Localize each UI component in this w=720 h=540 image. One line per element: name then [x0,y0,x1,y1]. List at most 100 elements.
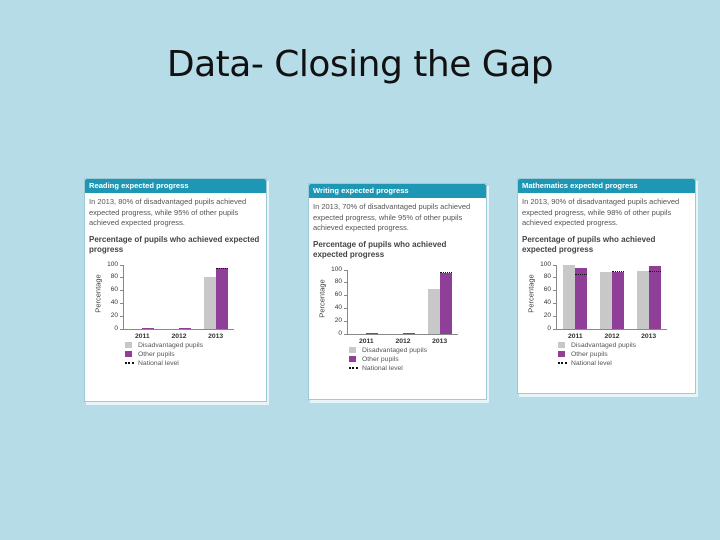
y-tickmark [553,264,557,266]
legend-item-other: Other pupils [125,350,266,359]
y-tickmark [344,333,348,335]
bar-disadvantaged [203,277,216,329]
panel-description: In 2013, 70% of disadvantaged pupils ach… [313,202,471,232]
x-tick-label: 2011 [567,332,583,340]
x-tick-label: 2013 [208,332,224,340]
legend-item-national: National level [558,359,695,368]
y-tickmark [120,315,124,317]
bar-disadvantaged [600,272,612,329]
y-tick-label: 40 [110,298,118,306]
y-tickmark [553,277,557,279]
legend-dotted-line [349,366,358,369]
legend-swatch [125,341,132,348]
y-tick-label: 80 [110,273,118,281]
bar-disadvantaged [427,288,440,334]
y-tick-label: 100 [331,265,342,273]
y-tick-label: 60 [110,286,118,294]
legend-dotted-line [558,361,567,364]
y-tick-label: 80 [543,273,551,281]
bar-other [648,265,661,329]
y-tick-label: 20 [334,316,342,324]
y-tick-label: 60 [334,291,342,299]
y-tickmark [344,320,348,322]
bar-other [142,327,155,329]
legend-item-other: Other pupils [349,355,486,364]
y-tickmark [344,269,348,271]
national-level-marker [215,267,228,269]
x-tick-label: 2013 [641,332,657,340]
bar-other [439,272,452,334]
bar-chart: Percentage 100 80 60 40 20 0 2011 2012 2013 [85,259,266,340]
plot-area: 100 80 60 40 20 0 2011 2012 2013 [107,261,234,340]
y-tickmark [344,295,348,297]
national-level-marker [612,270,624,272]
bar-disadvantaged [563,264,576,329]
legend-dotted-line [125,361,134,364]
chart-subtitle: Percentage of pupils who achieved expect… [522,234,656,254]
legend-item-disadvantaged: Disadvantaged pupils [125,341,266,350]
x-tick-label: 2012 [604,332,620,340]
y-tickmark [120,290,124,292]
legend-item-disadvantaged: Disadvantaged pupils [558,341,695,350]
national-level-marker [439,272,452,274]
bar-chart: Percentage 100 80 60 40 20 0 2011 2012 2013 [518,259,695,340]
y-tickmark [553,328,557,330]
y-tickmark [120,264,124,266]
legend-item-other: Other pupils [558,350,695,359]
panel-header: Writing expected progress [309,184,486,198]
legend-item-national: National level [125,359,266,368]
legend-swatch [558,341,565,348]
y-tick-label: 0 [114,324,118,332]
y-tick-label: 0 [547,324,551,332]
legend-swatch [349,346,356,353]
y-tick-label: 0 [338,329,342,337]
y-tick-label: 80 [334,278,342,286]
y-tickmark [553,315,557,317]
x-tick-label: 2012 [395,337,411,345]
national-level-marker [575,273,588,275]
bar-other [366,332,379,334]
x-tick-label: 2012 [171,332,187,340]
chart-subtitle: Percentage of pupils who achieved expect… [313,239,447,259]
y-tickmark [553,290,557,292]
plot-area: 100 80 60 40 20 0 2011 2012 2013 [540,261,667,340]
mathematics-panel: Mathematics expected progress In 2013, 90… [517,178,696,394]
bar-other [403,332,415,334]
bar-disadvantaged [636,270,649,329]
panel-header: Reading expected progress [85,179,266,193]
x-tick-label: 2011 [134,332,150,340]
y-tickmark [344,307,348,309]
y-tickmark [120,328,124,330]
y-tick-label: 40 [334,303,342,311]
chart-subtitle: Percentage of pupils who achieved expect… [89,234,260,254]
legend-swatch [558,350,565,357]
slide-title: Data- Closing the Gap [166,44,554,85]
bar-other [215,267,228,329]
bar-other [179,327,191,329]
writing-panel: Writing expected progress In 2013, 70% of… [308,183,487,400]
y-tick-label: 40 [543,298,551,306]
y-tickmark [344,282,348,284]
y-tick-label: 20 [543,311,551,319]
legend-swatch [349,355,356,362]
panel-description: In 2013, 90% of disadvantaged pupils ach… [522,197,680,227]
x-tick-label: 2011 [358,337,374,345]
bar-chart: Percentage 100 80 60 40 20 0 2011 2012 2013 [309,264,486,345]
legend-swatch [125,350,132,357]
legend-item-disadvantaged: Disadvantaged pupils [349,346,486,355]
panel-description: In 2013, 80% of disadvantaged pupils ach… [89,197,247,227]
reading-panel: Reading expected progress In 2013, 80% of… [84,178,267,402]
y-tick-label: 100 [107,260,118,268]
national-level-marker [648,270,661,272]
legend: Disadvantaged pupils Other pupils National… [309,346,486,373]
y-tick-label: 20 [110,311,118,319]
plot-area: 100 80 60 40 20 0 2011 2012 2013 [331,266,458,345]
y-tickmark [553,302,557,304]
bar-other [575,268,588,329]
y-tickmark [120,302,124,304]
panel-header: Mathematics expected progress [518,179,695,193]
legend: Disadvantaged pupils Other pupils National… [518,341,695,368]
legend: Disadvantaged pupils Other pupils National… [85,341,266,368]
y-tick-label: 100 [540,260,551,268]
legend-item-national: National level [349,364,486,373]
